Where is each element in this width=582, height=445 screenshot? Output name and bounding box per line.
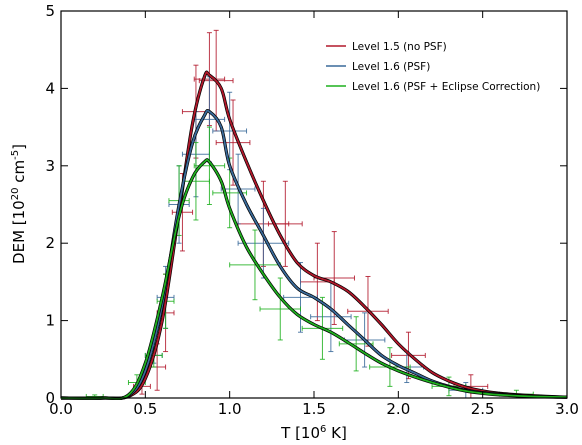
y-tick-label: 0 [45,389,55,407]
series-line [60,71,568,400]
x-tick-label: 0.5 [133,400,157,418]
tick-layer: 0.0 0.5 1.0 1.5 2.0 2.5 3.0 0 1 2 3 4 5 [45,2,578,418]
error-bar-point [259,277,302,341]
error-bar-point [237,207,290,279]
x-tick-label: 0.0 [49,400,73,418]
x-tick-label: 3.0 [555,400,579,418]
legend-label-level16-eclipse: Level 1.6 (PSF + Eclipse Correction) [352,81,540,93]
series-line [60,158,568,400]
x-tick-label: 2.5 [471,400,495,418]
x-tick-label: 1.0 [218,400,242,418]
legend: Level 1.5 (no PSF) Level 1.6 (PSF) Level… [326,41,540,93]
error-bar-point [229,229,281,301]
y-tick-label: 5 [45,2,55,20]
error-bar-point [310,281,352,353]
series-1 [144,76,484,399]
y-tick-label: 1 [45,312,55,330]
error-bar-point [283,262,318,333]
y-tick-label: 4 [45,79,55,97]
y-axis-label: DEM [1020 cm-5] [10,144,28,264]
x-tick-label: 2.0 [386,400,410,418]
x-axis-label: T [106 K] [280,424,347,442]
error-bar-point [267,180,303,267]
x-tick-label: 1.5 [302,400,326,418]
legend-label-level16: Level 1.6 (PSF) [352,61,430,73]
series-layer [60,29,568,401]
y-tick-label: 2 [45,234,55,252]
legend-label-level15: Level 1.5 (no PSF) [352,41,447,53]
y-tick-label: 3 [45,157,55,175]
